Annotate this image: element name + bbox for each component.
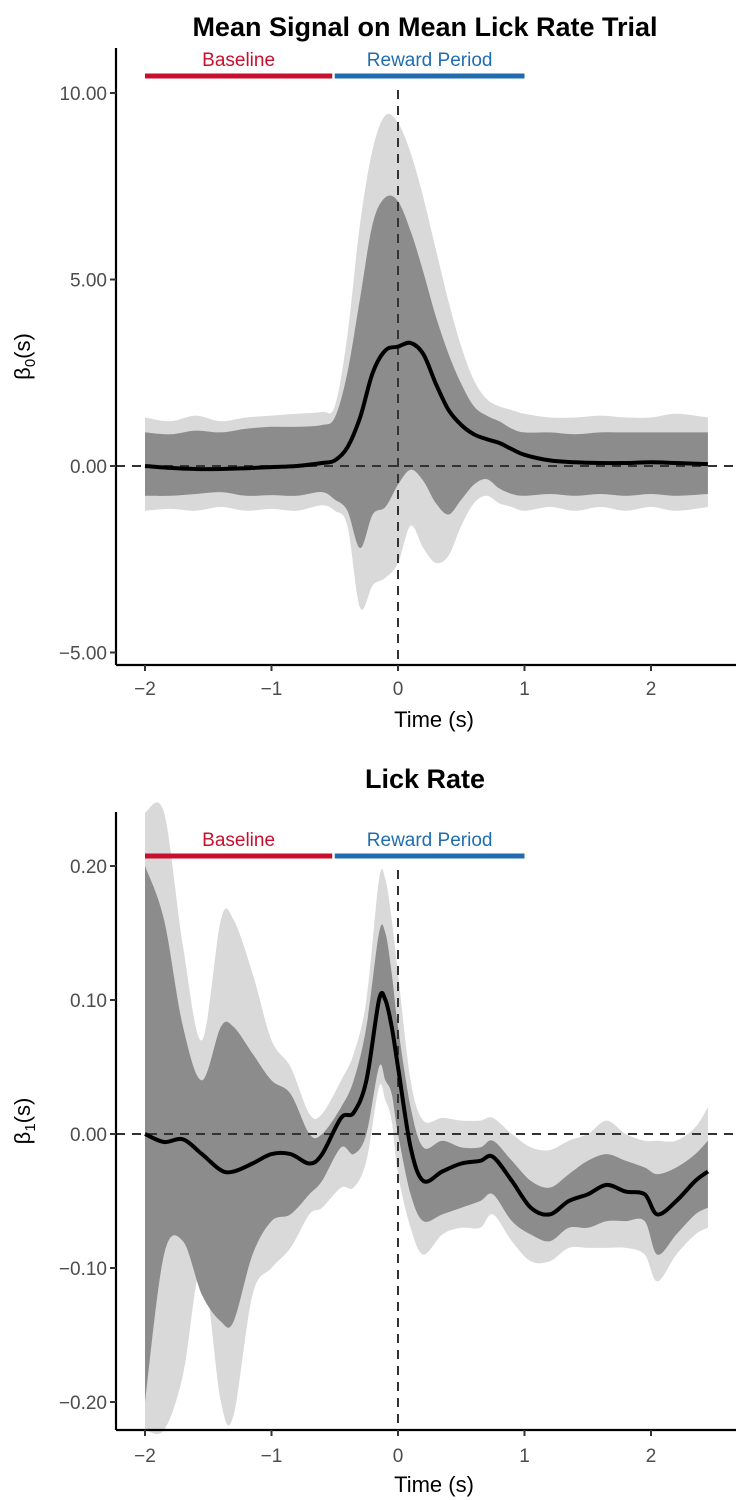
panel-bottom-chart: Lick Rate Baseline Reward Period 0.20 0.10… xyxy=(10,764,736,1497)
axes: 0.20 0.10 0.00 −0.10 −0.20 −2 −1 0 1 2 xyxy=(59,812,736,1467)
inner-band xyxy=(145,866,708,1402)
x-tick-label: 2 xyxy=(646,679,657,700)
reward-period-label: Reward Period xyxy=(367,830,493,851)
x-axis-label: Time (s) xyxy=(394,1472,474,1497)
y-tick-label: −0.10 xyxy=(59,1259,107,1280)
x-tick-label: −2 xyxy=(134,1446,156,1467)
x-axis-label: Time (s) xyxy=(394,707,474,732)
y-tick-label: −5.00 xyxy=(59,644,107,665)
x-tick-label: 0 xyxy=(393,1446,404,1467)
y-tick-label: 10.00 xyxy=(59,84,107,105)
estimate-line xyxy=(144,340,708,472)
y-axis-label: β1(s) xyxy=(10,1098,39,1145)
confidence-bands xyxy=(145,802,708,1435)
x-tick-label: 1 xyxy=(519,679,530,700)
x-tick-label: 0 xyxy=(393,679,404,700)
chart-title: Lick Rate xyxy=(365,764,485,794)
y-tick-label: 0.10 xyxy=(70,991,107,1012)
axes: 10.00 5.00 0.00 −5.00 −2 −1 0 1 2 xyxy=(59,48,736,700)
period-annotations: Baseline Reward Period xyxy=(145,830,525,859)
y-tick-label: 0.00 xyxy=(70,457,107,478)
y-tick-label: 5.00 xyxy=(70,271,107,292)
x-tick-label: 2 xyxy=(646,1446,657,1467)
x-tick-label: −1 xyxy=(261,1446,283,1467)
estimate-line xyxy=(144,990,710,1217)
baseline-label: Baseline xyxy=(202,830,275,851)
y-tick-label: −0.20 xyxy=(59,1393,107,1414)
baseline-label: Baseline xyxy=(202,50,275,71)
chart-title: Mean Signal on Mean Lick Rate Trial xyxy=(192,12,657,42)
panel-top-chart: Mean Signal on Mean Lick Rate Trial Base… xyxy=(10,12,736,732)
x-tick-label: 1 xyxy=(519,1446,530,1467)
y-tick-label: 0.20 xyxy=(70,857,107,878)
x-tick-label: −2 xyxy=(134,679,156,700)
x-tick-label: −1 xyxy=(261,679,283,700)
reward-period-label: Reward Period xyxy=(367,50,493,71)
period-annotations: Baseline Reward Period xyxy=(145,50,525,79)
y-axis-label: β0(s) xyxy=(10,333,39,380)
y-tick-label: 0.00 xyxy=(70,1125,107,1146)
